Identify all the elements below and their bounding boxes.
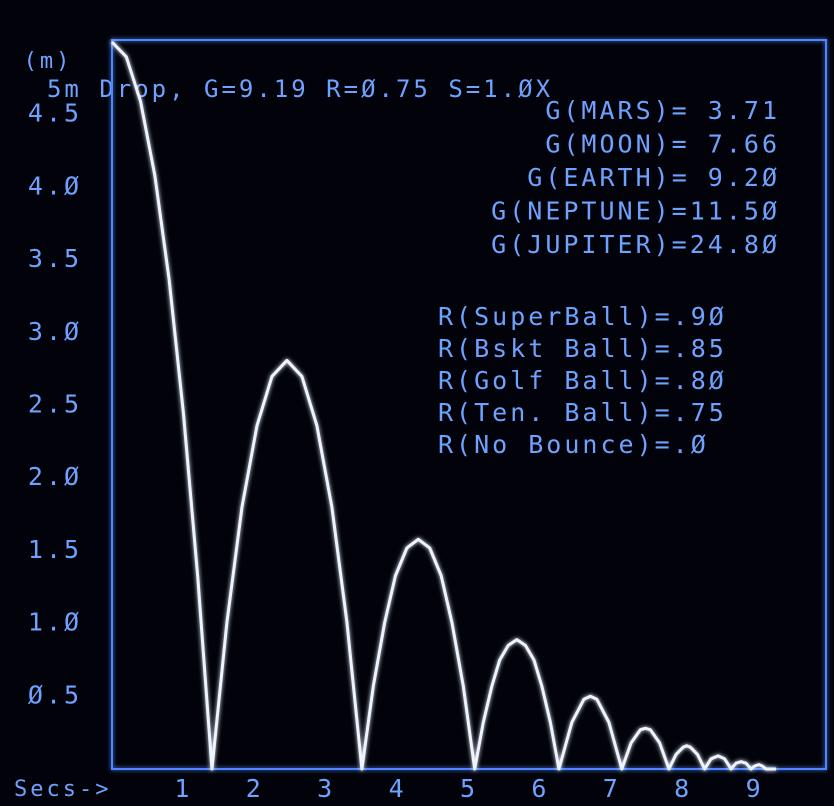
bounce-note: R(SuperBall)=.9Ø (438, 302, 727, 331)
y-tick-label: 3.5 (28, 244, 82, 273)
bounce-note: R(Golf Ball)=.8Ø (438, 366, 727, 395)
x-axis-label: Secs-> (14, 777, 111, 802)
x-tick-label: 5 (460, 774, 478, 803)
bounce-note: R(No Bounce)=.Ø (438, 430, 709, 459)
gravity-note: G(NEPTUNE)=11.5Ø (491, 197, 780, 226)
chart-title: 5m Drop, G=9.19 R=Ø.75 S=1.ØX (47, 75, 553, 103)
x-tick-label: 4 (389, 774, 407, 803)
y-axis-label: (m) (24, 49, 73, 74)
bounce-note: R(Ten. Ball)=.75 (438, 398, 727, 427)
x-tick-label: 6 (531, 774, 549, 803)
y-tick-label: 4.Ø (28, 171, 82, 200)
x-tick-label: 7 (603, 774, 621, 803)
gravity-note: G(JUPITER)=24.8Ø (491, 230, 780, 259)
x-tick-label: 8 (674, 774, 692, 803)
x-tick-label: 2 (246, 774, 264, 803)
y-tick-label: 4.5 (28, 99, 82, 128)
y-tick-label: 1.5 (28, 535, 82, 564)
gravity-note: G(MOON)= 7.66 (545, 130, 780, 159)
gravity-note: G(EARTH)= 9.2Ø (527, 163, 780, 192)
page: 5m Drop, G=9.19 R=Ø.75 S=1.ØX Secs-> (m)… (0, 0, 834, 806)
x-tick-label: 9 (746, 774, 764, 803)
y-tick-label: 2.Ø (28, 462, 82, 491)
chart: 5m Drop, G=9.19 R=Ø.75 S=1.ØX Secs-> (m)… (0, 0, 834, 806)
y-tick-label: Ø.5 (28, 680, 82, 709)
y-tick-label: 1.Ø (28, 608, 82, 637)
bounce-note: R(Bskt Ball)=.85 (438, 334, 727, 363)
gravity-note: G(MARS)= 3.71 (545, 96, 780, 125)
x-tick-label: 1 (174, 774, 192, 803)
y-tick-label: 2.5 (28, 390, 82, 419)
x-tick-label: 3 (317, 774, 335, 803)
y-tick-label: 3.Ø (28, 317, 82, 346)
